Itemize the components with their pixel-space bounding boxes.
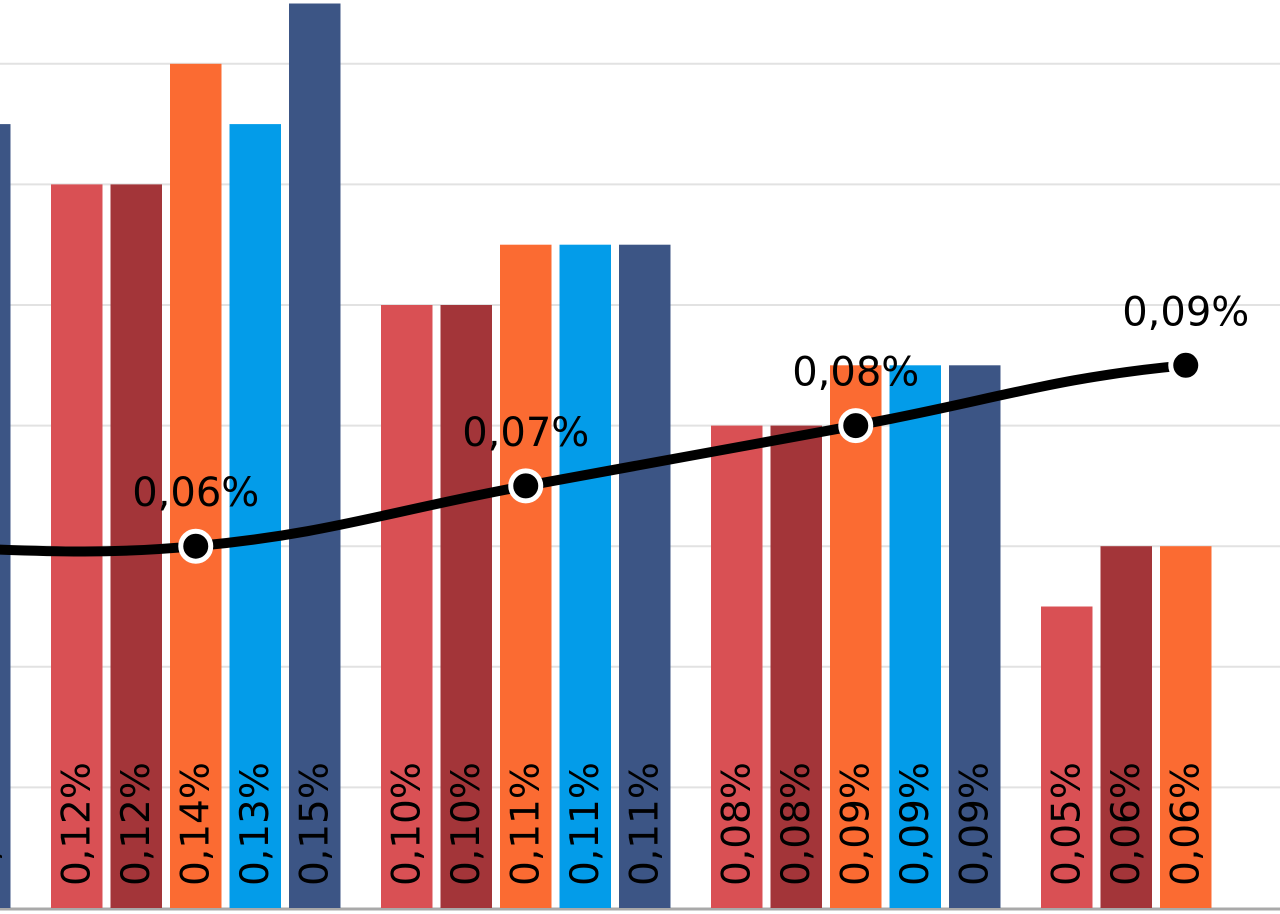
line-marker — [178, 528, 214, 564]
bar — [1100, 546, 1152, 908]
bar — [889, 365, 941, 908]
bar-value-label: 0,15% — [292, 762, 337, 886]
bar-value-label: 0,05% — [1044, 762, 1089, 886]
bar — [229, 124, 281, 909]
line-value-label: 0,09% — [1122, 289, 1249, 335]
bar-value-label: 0,10% — [384, 762, 429, 886]
bar-value-label: 0,10% — [444, 762, 489, 886]
bar — [1160, 546, 1212, 908]
line-value-label: 0,06% — [132, 470, 259, 516]
bar-value-label: 0,06% — [1104, 762, 1149, 886]
bar — [619, 244, 671, 908]
bar-value-label: 0,11% — [563, 762, 608, 886]
data-labels: 0,12%0,13%0,12%0,12%0,14%0,13%0,15%0,10%… — [0, 289, 1249, 886]
bar — [381, 305, 433, 908]
bar-value-label: 0,13% — [0, 762, 7, 886]
bar — [51, 184, 103, 908]
bar — [170, 63, 222, 909]
bar-value-label: 0,09% — [893, 762, 938, 886]
bar-value-label: 0,12% — [114, 762, 159, 886]
line-series — [0, 347, 1204, 564]
line-marker — [1168, 347, 1204, 383]
bar — [440, 305, 492, 908]
bar-value-label: 0,06% — [1163, 762, 1208, 886]
bar-value-label: 0,14% — [173, 762, 218, 886]
bar — [949, 365, 1001, 908]
bar-value-label: 0,12% — [54, 762, 99, 886]
bar-value-label: 0,08% — [774, 762, 819, 886]
bar — [770, 425, 822, 908]
bar — [0, 124, 11, 909]
bar — [1041, 606, 1093, 908]
bar — [711, 425, 763, 908]
bar-value-label: 0,09% — [833, 762, 878, 886]
bar — [830, 365, 882, 908]
bar — [289, 3, 341, 908]
line-marker — [838, 408, 874, 444]
bar-value-label: 0,09% — [952, 762, 997, 886]
line-marker — [508, 468, 544, 504]
bar-value-label: 0,11% — [503, 762, 548, 886]
line-value-label: 0,08% — [792, 350, 919, 396]
bar-value-label: 0,11% — [622, 762, 667, 886]
bar — [559, 244, 611, 908]
bar — [500, 244, 552, 908]
line-value-label: 0,07% — [462, 410, 589, 456]
bar-value-label: 0,08% — [714, 762, 759, 886]
bar-value-label: 0,13% — [233, 762, 278, 886]
